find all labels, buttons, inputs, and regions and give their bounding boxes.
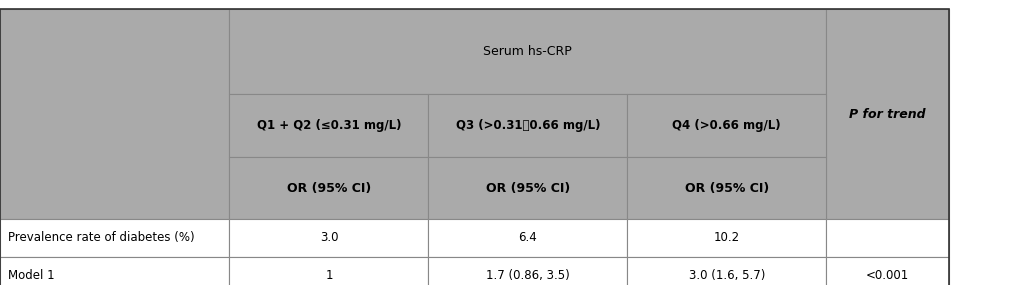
Bar [627,256,825,285]
Bar [825,219,948,256]
Text: Q1 + Q2 (≤0.31 mg/L): Q1 + Q2 (≤0.31 mg/L) [257,119,400,132]
Text: <0.001: <0.001 [865,268,908,282]
Bar [627,94,825,157]
Bar [0,9,229,219]
Bar [428,219,627,256]
Text: Serum hs-CRP: Serum hs-CRP [483,45,572,58]
Bar [825,9,948,219]
Bar [627,157,825,219]
Bar [229,157,428,219]
Text: Q3 (>0.31～0.66 mg/L): Q3 (>0.31～0.66 mg/L) [455,119,599,132]
Text: 1.7 (0.86, 3.5): 1.7 (0.86, 3.5) [485,268,570,282]
Bar [0,256,229,285]
Text: 1: 1 [325,268,332,282]
Text: P for trend: P for trend [848,107,925,121]
Text: 3.0: 3.0 [319,231,338,245]
Text: Model 1: Model 1 [8,268,55,282]
Text: OR (95% CI): OR (95% CI) [485,182,570,195]
Bar [229,94,428,157]
Bar [428,256,627,285]
Bar [428,157,627,219]
Text: 6.4: 6.4 [518,231,537,245]
Bar [825,256,948,285]
Text: Prevalence rate of diabetes (%): Prevalence rate of diabetes (%) [8,231,195,245]
Bar [229,9,825,94]
Text: OR (95% CI): OR (95% CI) [286,182,371,195]
Text: 3.0 (1.6, 5.7): 3.0 (1.6, 5.7) [688,268,764,282]
Bar [627,219,825,256]
Bar [428,94,627,157]
Bar [0,219,229,256]
Text: Q4 (>0.66 mg/L): Q4 (>0.66 mg/L) [672,119,781,132]
Bar [229,219,428,256]
Text: OR (95% CI): OR (95% CI) [684,182,768,195]
Text: 10.2: 10.2 [713,231,739,245]
Bar [229,256,428,285]
